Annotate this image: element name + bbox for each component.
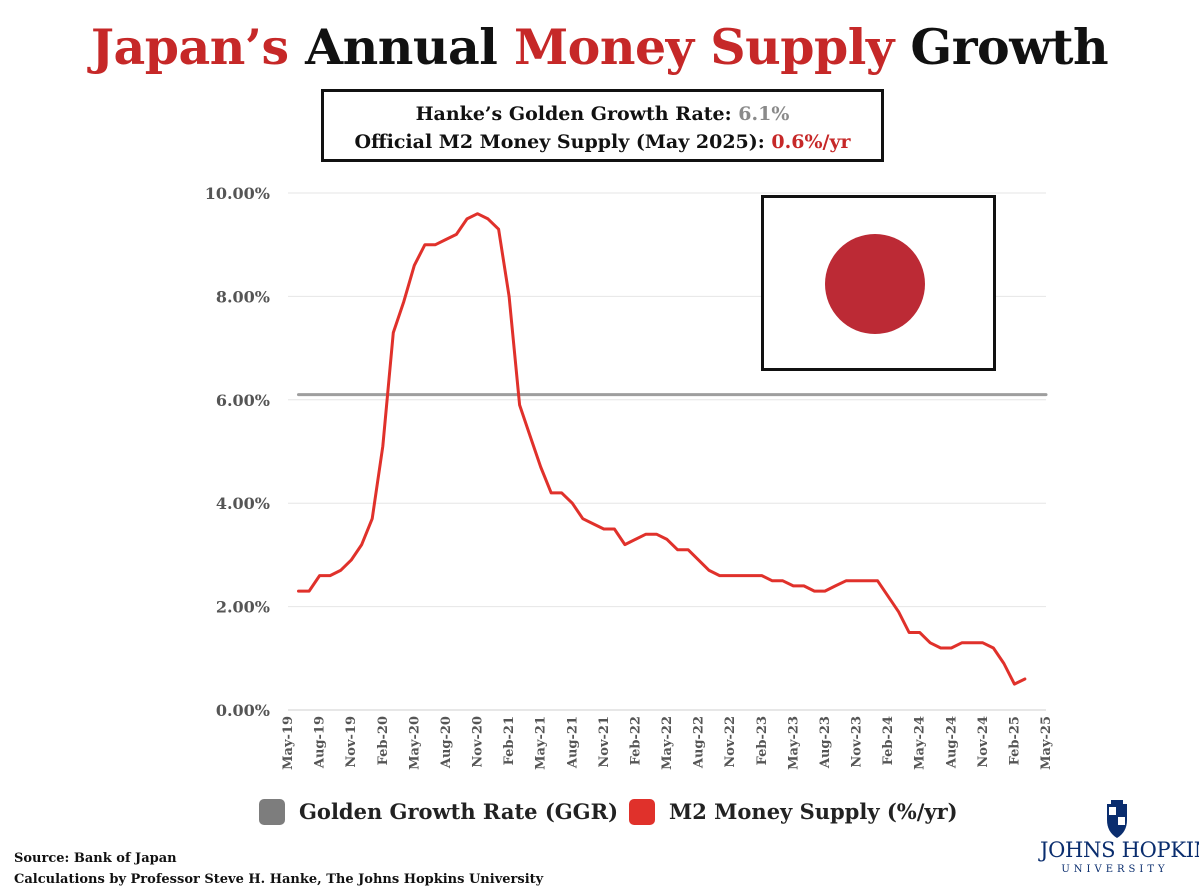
legend-swatch-ggr	[259, 798, 285, 825]
m2-info-value: 0.6%/yr	[771, 131, 851, 153]
footer: Source: Bank of Japan Calculations by Pr…	[14, 848, 543, 890]
x-tick-label: May-23	[786, 716, 801, 770]
y-tick-label: 2.00%	[216, 598, 270, 617]
y-tick-label: 0.00%	[216, 701, 270, 720]
x-tick-label: May-20	[407, 716, 422, 770]
x-tick-label: Aug-23	[818, 716, 833, 769]
jhu-logo: JOHNS HOPKINS UNIVERSITY	[1040, 800, 1199, 885]
m2-line	[297, 212, 1027, 686]
x-tick-label: Aug-24	[944, 716, 959, 769]
x-tick-label: Aug-19	[313, 716, 328, 769]
legend-item-m2: M2 Money Supply (%/yr)	[629, 796, 958, 828]
x-tick-label: Feb-21	[502, 716, 517, 765]
x-tick-label: Nov-23	[850, 716, 865, 768]
legend-swatch-m2	[629, 798, 655, 825]
x-tick-label: Feb-20	[376, 716, 391, 765]
x-tick-label: May-22	[660, 716, 675, 770]
x-tick-label: Nov-20	[471, 716, 486, 768]
title-part-growth: Growth	[893, 18, 1109, 76]
x-tick-label: Feb-25	[1007, 716, 1022, 765]
legend-label-m2: M2 Money Supply (%/yr)	[669, 799, 958, 824]
x-tick-label: May-21	[534, 716, 549, 770]
m2-info-line: Official M2 Money Supply (May 2025): 0.6…	[324, 128, 881, 156]
calculation-note: Calculations by Professor Steve H. Hanke…	[14, 872, 544, 887]
y-tick-label: 8.00%	[216, 287, 270, 306]
x-tick-label: Feb-24	[881, 716, 896, 765]
x-tick-label: May-24	[913, 716, 928, 770]
shield-icon	[1107, 800, 1127, 838]
x-tick-label: Aug-22	[692, 716, 707, 769]
x-tick-label: Nov-24	[976, 716, 991, 768]
flag-red-disc	[825, 234, 925, 334]
y-tick-label: 6.00%	[216, 391, 270, 410]
series-group	[297, 212, 1048, 686]
ggr-info-line: Hanke’s Golden Growth Rate: 6.1%	[324, 100, 881, 128]
y-axis-ticks: 0.00% 2.00% 4.00% 6.00% 8.00% 10.00%	[205, 184, 270, 720]
title-part-annual: Annual	[288, 18, 514, 76]
japan-flag-image	[761, 195, 996, 371]
jhu-logo-subtitle: UNIVERSITY	[1061, 864, 1169, 875]
ggr-info-value: 6.1%	[738, 103, 790, 125]
x-tick-label: Nov-19	[344, 716, 359, 768]
x-tick-label: May-25	[1039, 716, 1054, 770]
m2-info-label: Official M2 Money Supply (May 2025):	[354, 131, 772, 153]
chart-title: Japan’s Annual Money Supply Growth	[0, 18, 1199, 76]
source-note: Source: Bank of Japan	[14, 851, 177, 866]
legend-label-ggr: Golden Growth Rate (GGR)	[299, 799, 619, 824]
x-tick-label: Feb-22	[628, 716, 643, 765]
y-tick-label: 4.00%	[216, 494, 270, 513]
y-tick-label: 10.00%	[205, 184, 270, 203]
jhu-logo-name: JOHNS HOPKINS	[1040, 838, 1199, 862]
title-part-japans: Japan’s	[90, 18, 289, 76]
info-box: Hanke’s Golden Growth Rate: 6.1% Officia…	[321, 89, 884, 162]
x-tick-label: Nov-21	[597, 716, 612, 768]
x-tick-label: Nov-22	[723, 716, 738, 768]
x-tick-label: May-19	[281, 716, 296, 770]
ggr-info-label: Hanke’s Golden Growth Rate:	[415, 103, 739, 125]
x-tick-label: Aug-21	[565, 716, 580, 769]
x-tick-label: Aug-20	[439, 716, 454, 769]
x-tick-label: Feb-23	[755, 716, 770, 765]
legend-item-ggr: Golden Growth Rate (GGR)	[259, 796, 618, 828]
title-part-money-supply: Money Supply	[513, 18, 894, 76]
x-axis-ticks: May-19 Aug-19 Nov-19 Feb-20 May-20 Aug-20 Nov-…	[281, 716, 1054, 770]
